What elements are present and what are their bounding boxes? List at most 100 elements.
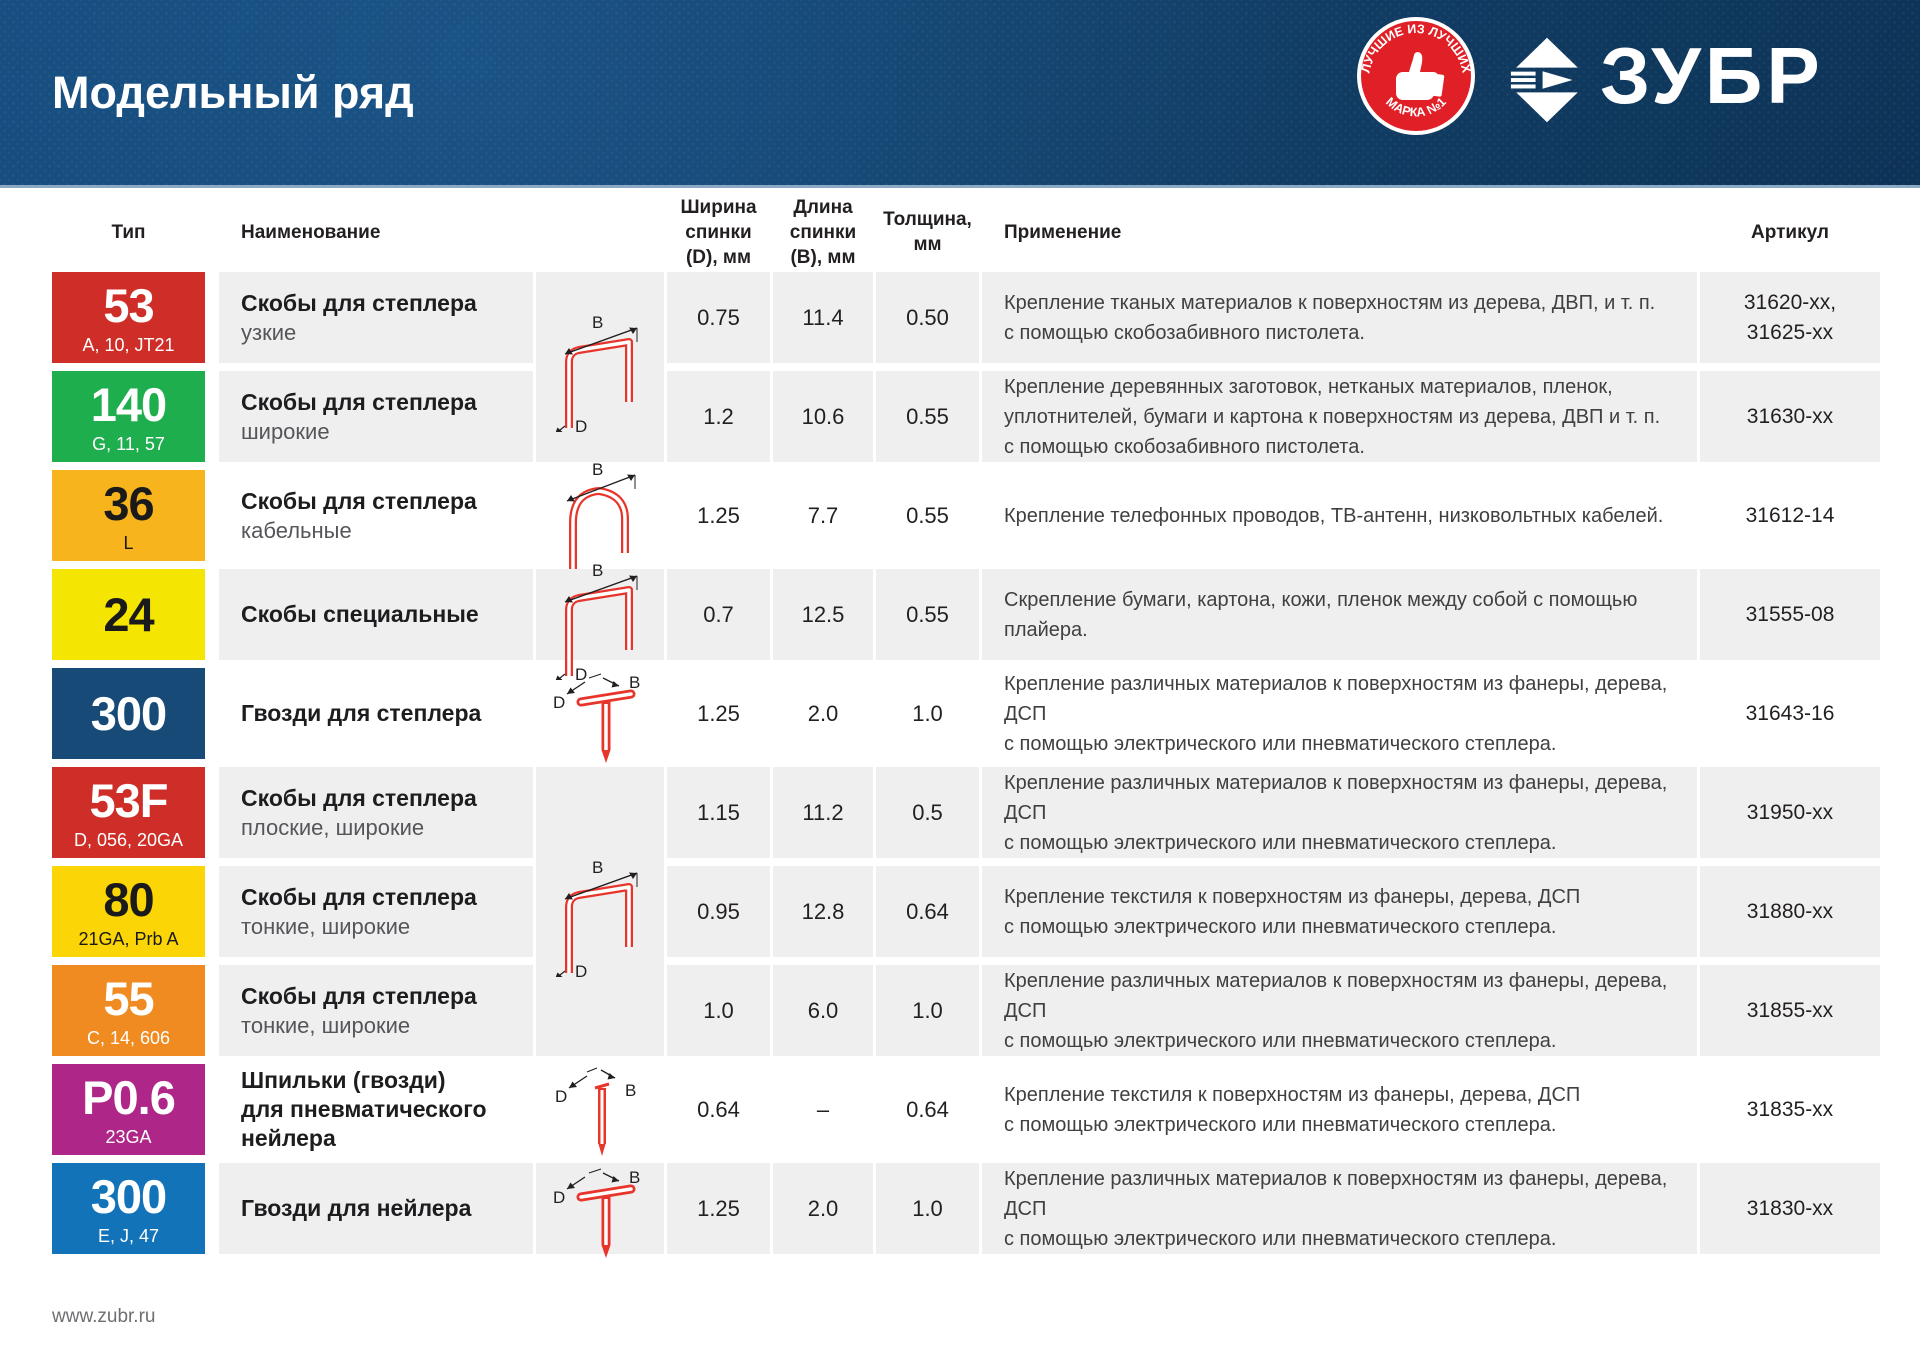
type-badge-subtypes: 21GA, Prb A — [78, 928, 179, 949]
length-value: 10.6 — [773, 371, 873, 462]
application-text: Крепление различных материалов к поверхн… — [1004, 969, 1668, 1022]
application-text: с помощью скобозабивного пистолета. — [1004, 321, 1365, 344]
type-badge-subtypes: C, 14, 606 — [86, 1027, 171, 1048]
application-text: Крепление текстиля к поверхностям из фан… — [1004, 1083, 1581, 1106]
dimension-b-label: B — [629, 1168, 640, 1187]
type-badge: 24 — [52, 569, 205, 660]
type-badge-number: 53 — [103, 278, 154, 332]
article-number: 31555-08 — [1745, 602, 1835, 626]
length-value: 2.0 — [807, 700, 839, 726]
application-text: Скрепление бумаги, картона, кожи, пленок… — [1004, 588, 1638, 641]
product-name-variant: тонкие, широкие — [241, 913, 411, 939]
type-badge-number: 80 — [103, 872, 154, 926]
thickness-value: 0.64 — [876, 866, 979, 957]
article-cell: 31643-16 — [1700, 668, 1880, 759]
square-staple-diagram: B D — [555, 858, 638, 977]
application-text: Крепление текстиля к поверхностям из фан… — [1004, 885, 1581, 908]
width-value: 1.2 — [667, 371, 770, 462]
product-name: для пневматического — [241, 1096, 487, 1122]
product-name: Скобы для степлера — [241, 982, 477, 1009]
product-name: нейлера — [241, 1125, 336, 1151]
type-badge-number: 53F — [89, 773, 169, 827]
length-value: – — [816, 1096, 830, 1122]
thickness-value: 0.55 — [876, 371, 979, 462]
column-header-name: Наименование — [241, 221, 381, 243]
product-name-cell: Скобы для степлера тонкие, широкие — [219, 965, 533, 1056]
type-badge: P0.6 23GA — [52, 1064, 205, 1155]
type-badge-subtypes: A, 10, JT21 — [82, 334, 175, 355]
product-name: Скобы для степлера — [241, 487, 477, 514]
article-cell: 31950-xx — [1700, 767, 1880, 858]
application-cell: Крепление телефонных проводов, ТВ-антенн… — [982, 470, 1697, 561]
application-cell: Крепление различных материалов к поверхн… — [982, 965, 1697, 1056]
column-header-length: Длина спинки (B), мм — [789, 196, 857, 268]
product-name-cell: Гвозди для степлера — [219, 668, 533, 759]
length-value: 11.2 — [773, 767, 873, 858]
application-text: с помощью электрического или пневматичес… — [1004, 732, 1557, 755]
application-text: Крепление различных материалов к поверхн… — [1004, 672, 1668, 725]
length-value: 12.5 — [773, 569, 873, 660]
dimension-b-label: B — [592, 313, 603, 332]
type-badge-number: 36 — [103, 476, 154, 530]
article-cell: 31555-08 — [1700, 569, 1880, 660]
thickness-value: 1.0 — [876, 1163, 979, 1254]
column-header-thickness: Толщина, мм — [883, 209, 972, 255]
thickness-value: 0.50 — [876, 272, 979, 363]
article-number: 31950-xx — [1746, 800, 1834, 824]
type-badge-number: 140 — [90, 377, 167, 431]
thickness-value: 1.0 — [912, 700, 943, 726]
column-header-application: Применение — [1004, 221, 1122, 243]
product-name-variant: плоские, широкие — [241, 814, 425, 840]
product-name: Гвозди для нейлера — [241, 1195, 472, 1221]
type-badge: 300 — [52, 668, 205, 759]
type-badge: 53F D, 056, 20GA — [52, 767, 205, 858]
dimension-b-label: B — [592, 858, 603, 877]
application-cell: Крепление различных материалов к поверхн… — [982, 767, 1697, 858]
product-name-variant: кабельные — [241, 517, 352, 543]
diagram-cell: B D — [536, 767, 664, 1056]
thickness-value: 1.0 — [876, 965, 979, 1056]
thickness-value: 0.55 — [906, 502, 949, 528]
article-number: 31855-xx — [1746, 998, 1834, 1022]
thumbs-up-icon — [1396, 52, 1445, 100]
length-value: 6.0 — [773, 965, 873, 1056]
diagram-cell: D B — [536, 1163, 664, 1258]
application-cell: Крепление текстиля к поверхностям из фан… — [982, 866, 1697, 957]
width-value: 1.25 — [697, 502, 740, 528]
product-name-cell: Гвозди для нейлера — [219, 1163, 533, 1254]
type-badge: 55 C, 14, 606 — [52, 965, 205, 1056]
square-staple-diagram: B D — [555, 561, 638, 680]
dimension-b-label: B — [629, 673, 640, 692]
product-name-cell: Скобы для степлера узкие — [219, 272, 533, 363]
application-cell: Крепление различных материалов к поверхн… — [982, 668, 1697, 759]
article-number: 31643-16 — [1745, 701, 1835, 725]
type-badge: 300 E, J, 47 — [52, 1163, 205, 1254]
article-cell: 31620-xx, 31625-xx — [1700, 272, 1880, 363]
dimension-d-label: D — [553, 1188, 565, 1207]
article-number: 31835-xx — [1746, 1097, 1834, 1121]
dimension-d-label: D — [575, 665, 587, 680]
dimension-b-label: B — [592, 561, 603, 580]
width-value: 1.15 — [667, 767, 770, 858]
product-name: Скобы для степлера — [241, 388, 477, 415]
brand-name: ЗУБР — [1600, 31, 1824, 120]
length-value: 12.8 — [773, 866, 873, 957]
application-text: Крепление различных материалов к поверхн… — [1004, 1167, 1668, 1220]
thickness-value: 0.55 — [876, 569, 979, 660]
column-header-type: Тип — [111, 221, 146, 243]
product-name: Скобы для степлера — [241, 289, 477, 316]
dimension-d-label: D — [555, 1087, 567, 1106]
width-value: 0.64 — [697, 1096, 740, 1122]
type-badge-subtypes: D, 056, 20GA — [73, 829, 184, 850]
dimension-d-label: D — [575, 417, 587, 432]
article-number: 31830-xx — [1746, 1196, 1834, 1220]
type-badge: 140 G, 11, 57 — [52, 371, 205, 462]
article-cell: 31630-xx — [1700, 371, 1880, 462]
product-name-cell: Скобы специальные — [219, 569, 533, 660]
product-name-cell: Скобы для степлера широкие — [219, 371, 533, 462]
length-value: 7.7 — [807, 502, 839, 528]
column-header-width: Ширина спинки (D), мм — [680, 196, 757, 268]
product-name-variant: узкие — [241, 319, 297, 345]
column-header-article: Артикул — [1751, 221, 1829, 243]
